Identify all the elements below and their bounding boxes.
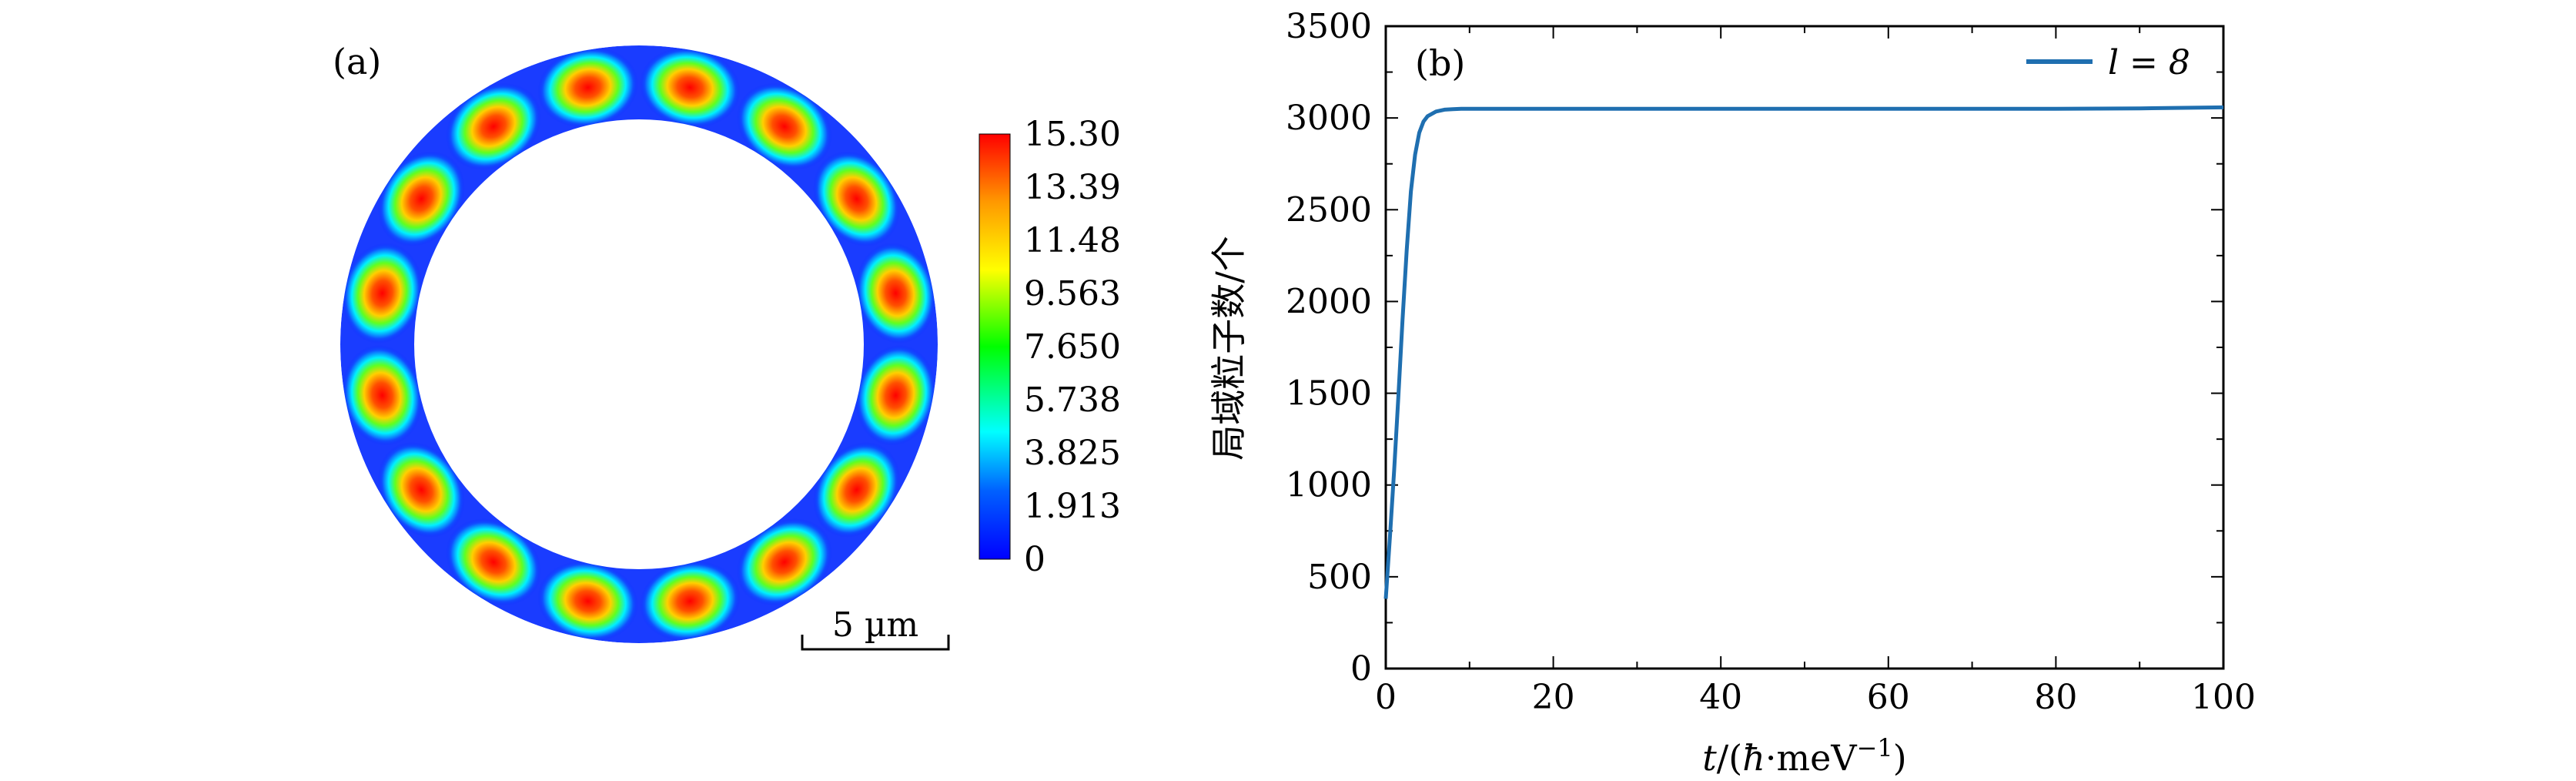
x-tick-label: 100 bbox=[2191, 678, 2256, 717]
density-lobe bbox=[537, 46, 639, 129]
density-lobe bbox=[813, 151, 901, 247]
x-axis-ticks: 0 20 40 60 80 100 bbox=[1375, 26, 2256, 717]
density-lobe bbox=[736, 82, 832, 170]
x-tick-label: 60 bbox=[1867, 678, 1910, 717]
density-lobe bbox=[855, 243, 937, 344]
colorbar-tick-label: 7.650 bbox=[1024, 327, 1121, 367]
density-lobe bbox=[813, 441, 901, 538]
legend-label: l = 8 bbox=[2108, 43, 2190, 82]
density-lobe bbox=[855, 344, 937, 446]
y-axis-title: 局域粒子数/个 bbox=[1208, 236, 1250, 461]
y-tick-label: 2000 bbox=[1286, 282, 1372, 321]
series-layer bbox=[1383, 105, 2224, 599]
y-tick-label: 1500 bbox=[1286, 374, 1372, 414]
density-lobe bbox=[446, 82, 542, 170]
y-tick-label: 1000 bbox=[1286, 466, 1372, 505]
colorbar-tick-label: 3.825 bbox=[1024, 434, 1121, 473]
colorbar-tick-label: 13.39 bbox=[1024, 168, 1121, 207]
panel-b-label: (b) bbox=[1415, 42, 1465, 84]
y-tick-label: 500 bbox=[1307, 558, 1372, 597]
y-tick-label: 3500 bbox=[1286, 7, 1372, 46]
density-lobe bbox=[377, 151, 465, 247]
density-lobe bbox=[341, 344, 423, 446]
x-axis-title: t/(ħ·meV−1) bbox=[1702, 733, 1906, 779]
colorbar-tick-label: 1.913 bbox=[1024, 487, 1121, 526]
x-tick-label: 20 bbox=[1532, 678, 1575, 717]
density-lobe bbox=[537, 560, 639, 642]
scale-bar: 5 µm bbox=[801, 605, 950, 651]
colorbar-tick-label: 0 bbox=[1024, 540, 1045, 579]
colorbar-tick-label: 9.563 bbox=[1024, 274, 1121, 313]
ring-density-map bbox=[340, 45, 938, 643]
colorbar: 15.30 13.39 11.48 9.563 7.650 5.738 3.825 1.913… bbox=[979, 115, 1121, 579]
density-lobe bbox=[736, 518, 832, 606]
panel-b: (b) 0 20 40 60 80 100 0 500 1000 1500 2000 2500 300… bbox=[1208, 7, 2256, 779]
colorbar-ticks: 15.30 13.39 11.48 9.563 7.650 5.738 3.825 1.913… bbox=[1024, 115, 1121, 579]
plot-frame bbox=[1384, 25, 2225, 670]
density-lobe bbox=[639, 560, 741, 642]
colorbar-tick-label: 11.48 bbox=[1024, 221, 1121, 260]
colorbar-tick-label: 15.30 bbox=[1024, 115, 1121, 154]
density-lobe bbox=[446, 518, 542, 606]
series-line-l8 bbox=[1383, 105, 2224, 599]
x-tick-label: 0 bbox=[1375, 678, 1397, 717]
y-tick-label: 0 bbox=[1350, 649, 1372, 689]
density-lobe bbox=[341, 243, 423, 344]
density-lobe bbox=[377, 441, 465, 538]
y-tick-label: 2500 bbox=[1286, 190, 1372, 230]
y-axis-ticks: 0 500 1000 1500 2000 2500 3000 3500 bbox=[1286, 7, 2223, 689]
scale-bar-label: 5 µm bbox=[832, 605, 918, 645]
density-lobe bbox=[639, 46, 741, 129]
density-lobes bbox=[341, 46, 937, 642]
panel-a-label: (a) bbox=[333, 41, 381, 82]
panel-a: (a) 15.3013.3911.489.5637.6505.7383.8251… bbox=[333, 41, 1121, 651]
x-tick-label: 80 bbox=[2034, 678, 2077, 717]
colorbar-gradient bbox=[979, 133, 1011, 560]
x-tick-label: 40 bbox=[1699, 678, 1742, 717]
legend: l = 8 bbox=[2026, 43, 2190, 82]
y-tick-label: 3000 bbox=[1286, 99, 1372, 138]
colorbar-tick-label: 5.738 bbox=[1024, 380, 1121, 420]
